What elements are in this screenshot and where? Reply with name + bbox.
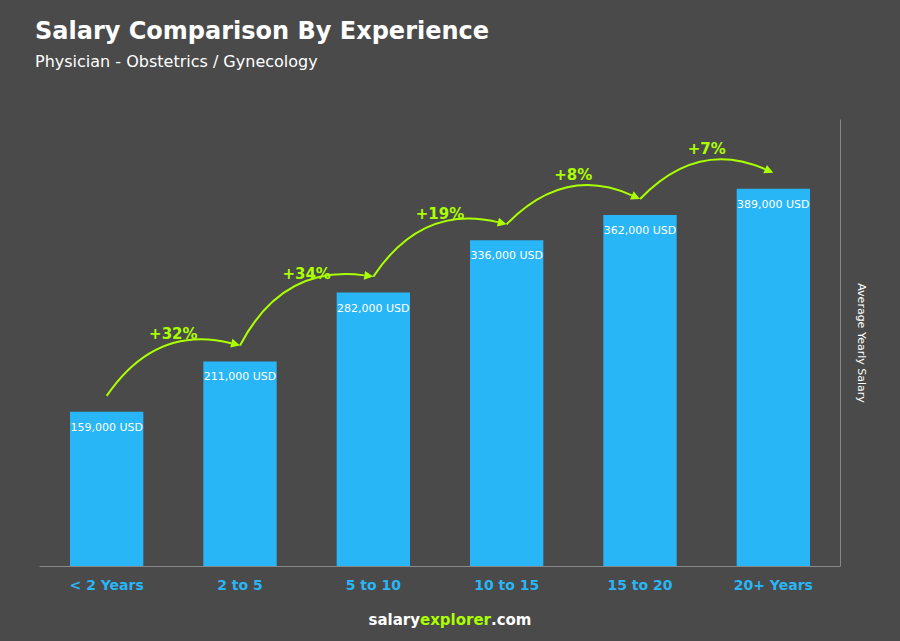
svg-text:159,000 USD: 159,000 USD (70, 421, 143, 434)
svg-text:salary: salary (368, 611, 420, 629)
svg-text:336,000 USD: 336,000 USD (470, 249, 543, 262)
svg-text:211,000 USD: 211,000 USD (204, 370, 277, 383)
svg-text:Average Yearly Salary: Average Yearly Salary (855, 283, 868, 403)
svg-text:2 to 5: 2 to 5 (217, 577, 263, 593)
svg-text:.com: .com (491, 611, 532, 629)
svg-text:< 2 Years: < 2 Years (70, 577, 144, 593)
svg-text:15 to 20: 15 to 20 (607, 577, 672, 593)
svg-text:282,000 USD: 282,000 USD (337, 302, 410, 315)
svg-text:+7%: +7% (688, 140, 726, 158)
svg-text:+19%: +19% (416, 205, 464, 223)
svg-text:20+ Years: 20+ Years (734, 577, 813, 593)
svg-text:+32%: +32% (149, 325, 197, 343)
svg-text:explorer: explorer (420, 611, 492, 629)
svg-text:5 to 10: 5 to 10 (346, 577, 402, 593)
svg-text:362,000 USD: 362,000 USD (604, 224, 677, 237)
svg-text:+34%: +34% (282, 265, 330, 283)
svg-text:Physician - Obstetrics / Gynec: Physician - Obstetrics / Gynecology (35, 52, 318, 71)
svg-text:Salary Comparison By Experienc: Salary Comparison By Experience (35, 17, 489, 45)
svg-text:389,000 USD: 389,000 USD (737, 198, 810, 211)
svg-text:+8%: +8% (554, 166, 592, 184)
svg-text:10 to 15: 10 to 15 (474, 577, 539, 593)
